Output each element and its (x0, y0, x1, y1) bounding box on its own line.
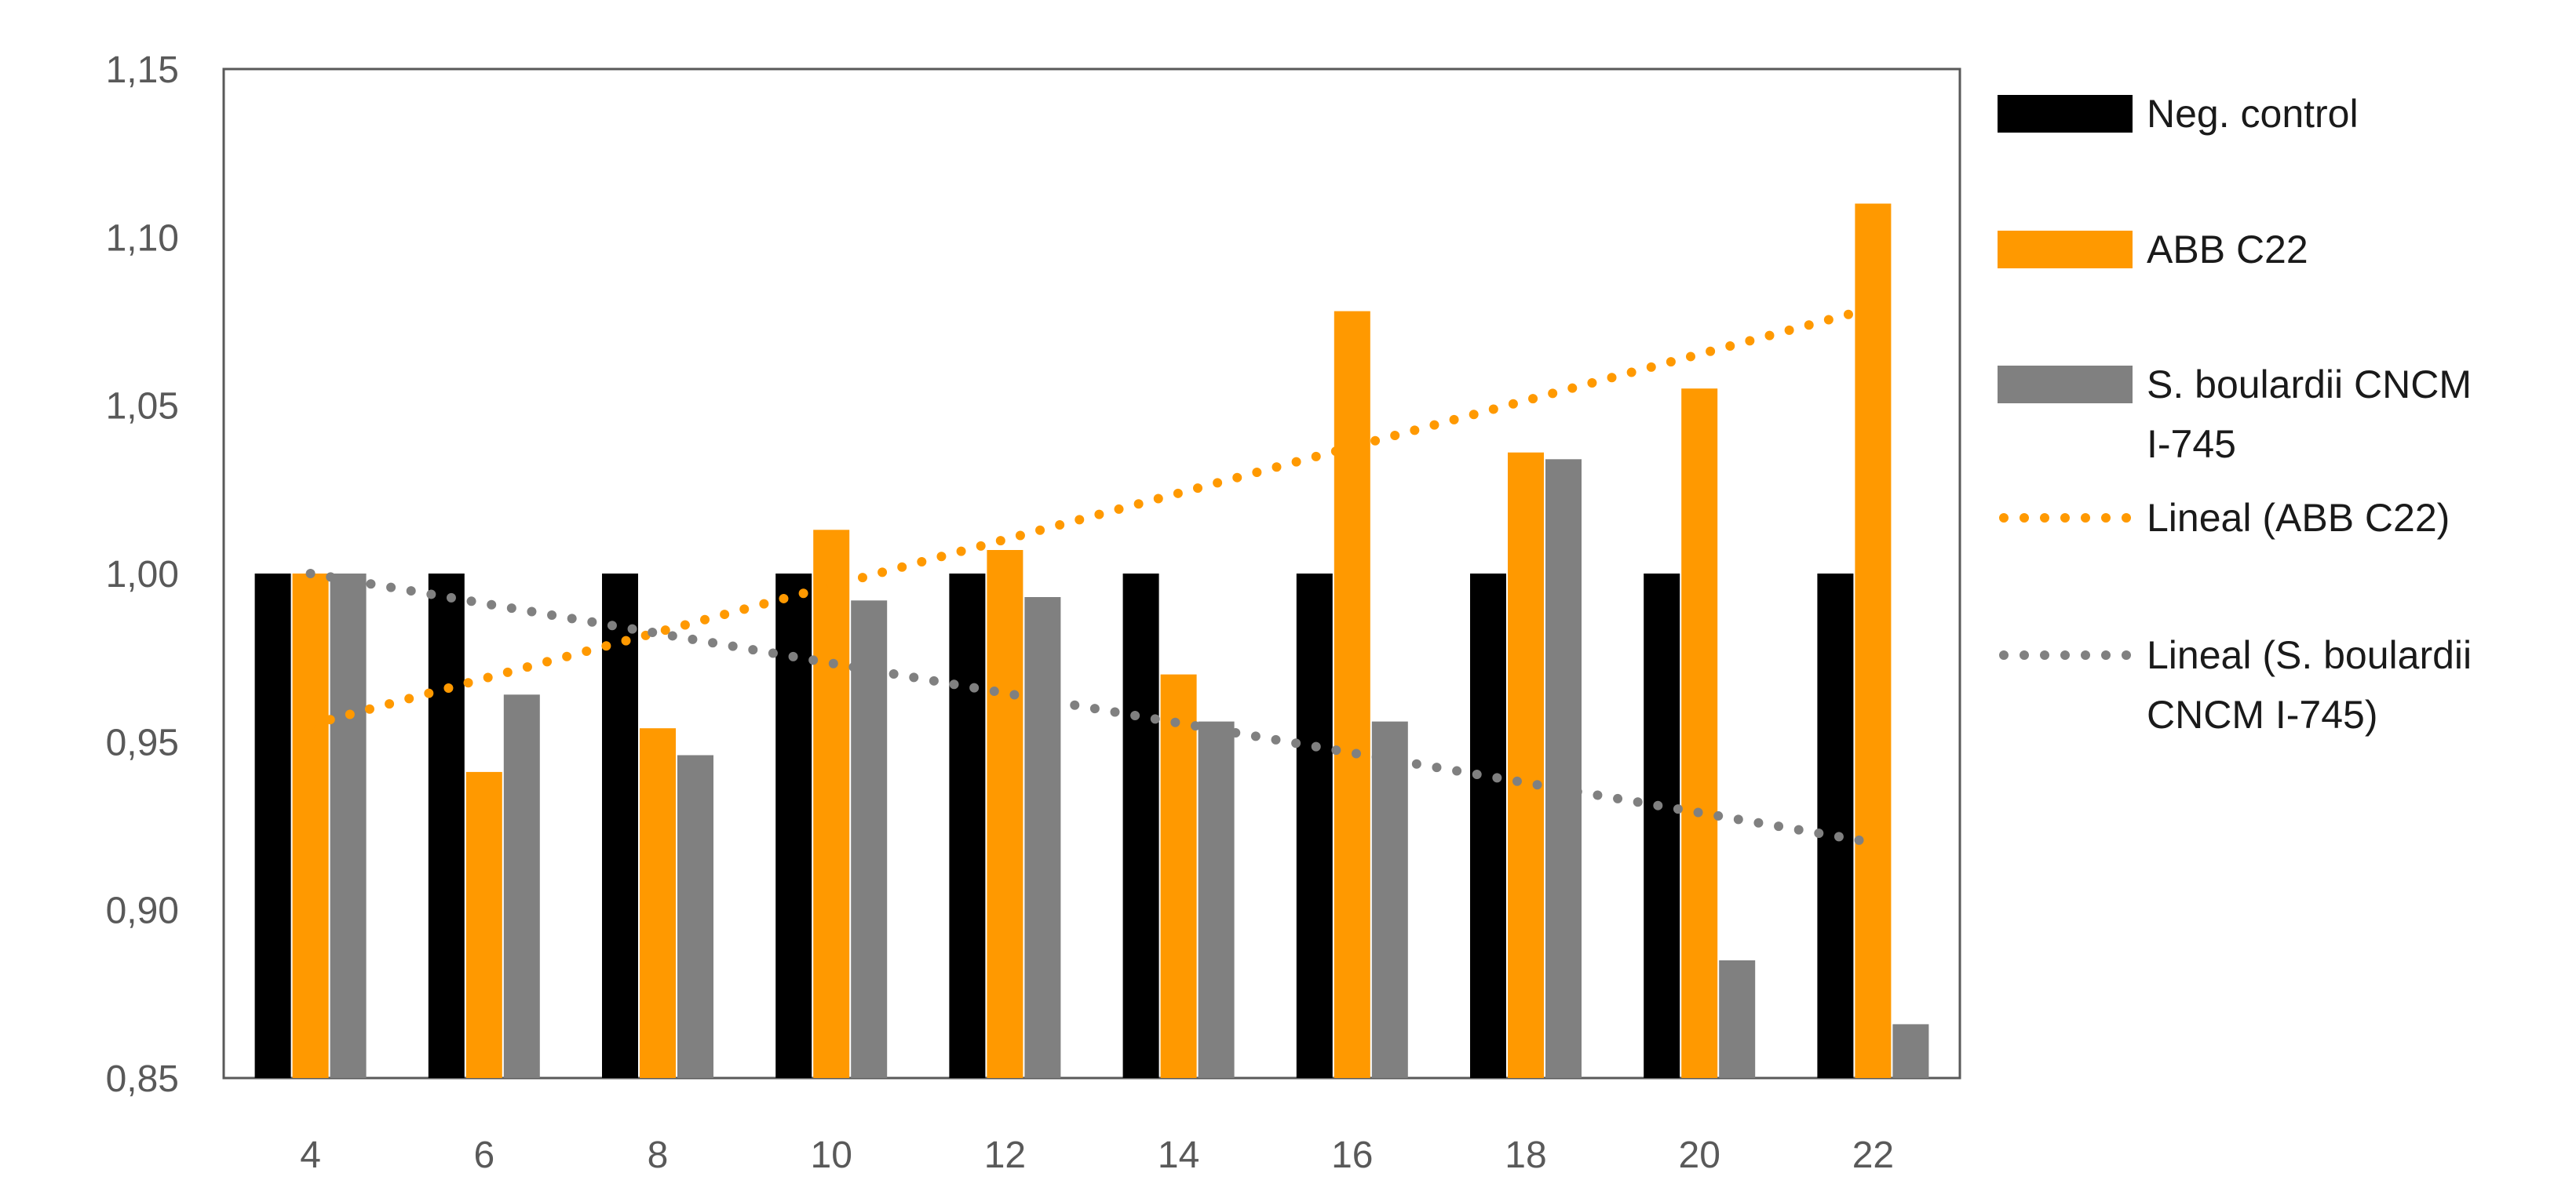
bar-abb-c22-10 (813, 530, 850, 1078)
x-tick-label: 4 (300, 1135, 321, 1176)
x-tick-label: 16 (1331, 1135, 1373, 1176)
bar-neg-control-14 (1122, 574, 1159, 1078)
bar-s-boulardii-cncm-i-745-22 (1892, 1024, 1929, 1078)
bar-abb-c22-8 (640, 728, 676, 1078)
bar-s-boulardii-cncm-i-745-8 (677, 755, 713, 1078)
y-tick-label: 1,10 (106, 217, 179, 259)
legend: Neg. control ABB C22 S. boulardii CNCM I-74… (1998, 92, 2472, 737)
bar-abb-c22-14 (1160, 674, 1197, 1078)
bar-neg-control-6 (428, 574, 465, 1078)
bar-s-boulardii-cncm-i-745-16 (1371, 721, 1408, 1078)
trendline-abb-c22 (305, 303, 1878, 730)
bar-neg-control-4 (254, 574, 291, 1078)
bar-neg-control-12 (949, 574, 986, 1078)
legend-swatch (1998, 231, 2133, 268)
legend-label: I-745 (2147, 422, 2236, 466)
legend-swatch (1998, 95, 2133, 133)
bar-s-boulardii-cncm-i-745-20 (1719, 960, 1756, 1078)
bar-abb-c22-12 (987, 550, 1023, 1078)
y-tick-label: 1,00 (106, 554, 179, 596)
bar-s-boulardii-cncm-i-745-6 (503, 694, 540, 1078)
legend-label: ABB C22 (2147, 228, 2308, 271)
bar-neg-control-20 (1644, 574, 1680, 1078)
y-tick-label: 1,15 (106, 49, 179, 91)
bar-abb-c22-22 (1855, 203, 1892, 1078)
x-tick-label: 8 (648, 1135, 669, 1176)
legend-label: Neg. control (2147, 92, 2359, 136)
x-tick-label: 6 (473, 1135, 494, 1176)
y-tick-label: 0,95 (106, 722, 179, 763)
bar-abb-c22-4 (292, 574, 329, 1078)
plot-area-frame (222, 67, 1961, 1080)
bar-neg-control-16 (1296, 574, 1333, 1078)
bars-group (254, 203, 1929, 1079)
bar-neg-control-22 (1817, 574, 1854, 1078)
y-tick-label: 1,05 (106, 386, 179, 428)
bar-s-boulardii-cncm-i-745-4 (330, 574, 367, 1078)
trendline-s-boulardii (305, 569, 1878, 847)
bar-s-boulardii-cncm-i-745-12 (1024, 597, 1061, 1078)
x-tick-label: 20 (1679, 1135, 1720, 1176)
bar-neg-control-10 (775, 574, 812, 1078)
x-tick-label: 10 (811, 1135, 852, 1176)
y-axis: 0,85 0,90 0,95 1,00 1,05 1,10 1,15 (106, 49, 179, 1100)
bar-neg-control-18 (1470, 574, 1506, 1078)
legend-swatch (1998, 366, 2133, 403)
bar-abb-c22-6 (465, 771, 502, 1078)
x-tick-label: 18 (1505, 1135, 1546, 1176)
bar-abb-c22-16 (1334, 311, 1370, 1079)
legend-label: Lineal (S. boulardii (2147, 633, 2472, 677)
legend-label: Lineal (ABB C22) (2147, 496, 2450, 540)
bar-abb-c22-20 (1681, 388, 1718, 1078)
bar-s-boulardii-cncm-i-745-14 (1198, 721, 1235, 1078)
trendlines-group (305, 303, 1878, 847)
y-tick-label: 0,90 (106, 891, 179, 932)
legend-label: S. boulardii CNCM (2147, 362, 2472, 406)
x-tick-label: 22 (1852, 1135, 1894, 1176)
bar-s-boulardii-cncm-i-745-10 (851, 600, 888, 1078)
x-tick-label: 14 (1158, 1135, 1199, 1176)
bar-s-boulardii-cncm-i-745-18 (1545, 459, 1582, 1078)
bar-neg-control-8 (602, 574, 638, 1078)
y-tick-label: 0,85 (106, 1058, 179, 1100)
legend-label: CNCM I-745) (2147, 693, 2377, 737)
bar-abb-c22-18 (1508, 452, 1544, 1078)
x-axis: 4 6 8 10 12 14 16 18 20 22 (300, 1135, 1894, 1176)
x-tick-label: 12 (984, 1135, 1026, 1176)
